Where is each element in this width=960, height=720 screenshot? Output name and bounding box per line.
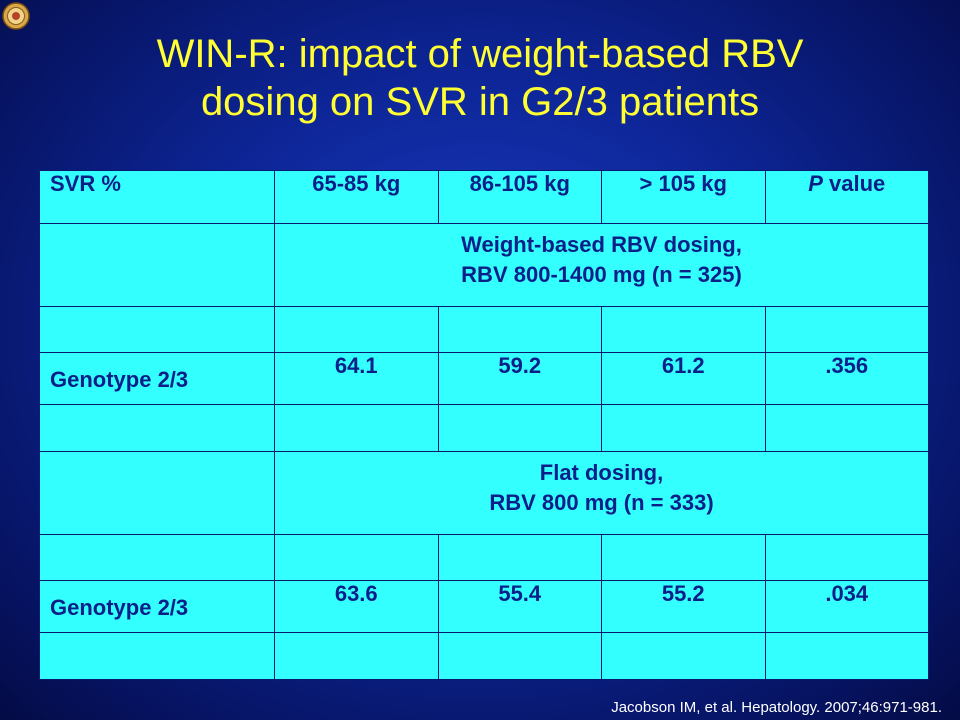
empty-cell (274, 632, 439, 680)
section2-line1: Flat dosing, (539, 459, 664, 485)
empty-cell (39, 632, 275, 680)
citation: Jacobson IM, et al. Hepatology. 2007;46:… (611, 699, 942, 716)
header-svr: SVR % (39, 170, 275, 224)
cell-65-85kg: 64.1 (274, 352, 439, 406)
cell-p-value: .034 (764, 580, 929, 634)
table-header-row: SVR % 65-85 kg 86-105 kg > 105 kg P valu… (39, 170, 929, 224)
blank-row (39, 632, 929, 680)
row-label: Genotype 2/3 (39, 580, 275, 634)
header-65-85kg: 65-85 kg (274, 170, 439, 224)
empty-cell (39, 450, 275, 535)
cell-over-105kg: 55.2 (601, 580, 766, 634)
empty-cell (437, 404, 602, 452)
header-86-105kg: 86-105 kg (437, 170, 602, 224)
empty-cell (764, 305, 929, 354)
empty-cell (437, 533, 602, 582)
empty-cell (601, 404, 766, 452)
cell-86-105kg: 55.4 (437, 580, 602, 634)
row-label: Genotype 2/3 (39, 352, 275, 406)
table-row-flat-genotype: Genotype 2/3 63.6 55.4 55.2 .034 (39, 580, 929, 634)
cell-over-105kg: 61.2 (601, 352, 766, 406)
section-label-weight-based: Weight-based RBV dosing, RBV 800-1400 mg… (274, 222, 929, 307)
cell-p-value: .356 (764, 352, 929, 406)
empty-cell (437, 305, 602, 354)
slide-title: WIN-R: impact of weight-based RBV dosing… (40, 30, 920, 126)
title-line-1: WIN-R: impact of weight-based RBV (156, 32, 804, 76)
empty-cell (764, 533, 929, 582)
empty-cell (601, 632, 766, 680)
empty-cell (764, 632, 929, 680)
section-row-flat-dosing: Flat dosing, RBV 800 mg (n = 333) (39, 450, 929, 535)
blank-row (39, 305, 929, 354)
empty-cell (39, 222, 275, 307)
header-p-italic: P (808, 171, 823, 196)
empty-cell (274, 305, 439, 354)
section-label-flat-dosing: Flat dosing, RBV 800 mg (n = 333) (274, 450, 929, 535)
table-row-weight-based-genotype: Genotype 2/3 64.1 59.2 61.2 .356 (39, 352, 929, 406)
institution-seal-icon (2, 2, 30, 30)
section-row-weight-based: Weight-based RBV dosing, RBV 800-1400 mg… (39, 222, 929, 307)
header-over-105kg: > 105 kg (601, 170, 766, 224)
svr-results-table: SVR % 65-85 kg 86-105 kg > 105 kg P valu… (39, 170, 929, 680)
cell-86-105kg: 59.2 (437, 352, 602, 406)
cell-65-85kg: 63.6 (274, 580, 439, 634)
section1-line2: RBV 800-1400 mg (n = 325) (461, 261, 742, 287)
header-p-rest: value (822, 171, 886, 196)
empty-cell (274, 533, 439, 582)
empty-cell (601, 305, 766, 354)
empty-cell (39, 305, 275, 354)
blank-row (39, 533, 929, 582)
empty-cell (39, 404, 275, 452)
section1-line1: Weight-based RBV dosing, (461, 231, 742, 257)
header-p-value: P value (764, 170, 929, 224)
empty-cell (274, 404, 439, 452)
empty-cell (601, 533, 766, 582)
empty-cell (437, 632, 602, 680)
section2-line2: RBV 800 mg (n = 333) (489, 489, 714, 515)
blank-row (39, 404, 929, 452)
empty-cell (39, 533, 275, 582)
title-line-2: dosing on SVR in G2/3 patients (200, 80, 760, 124)
empty-cell (764, 404, 929, 452)
